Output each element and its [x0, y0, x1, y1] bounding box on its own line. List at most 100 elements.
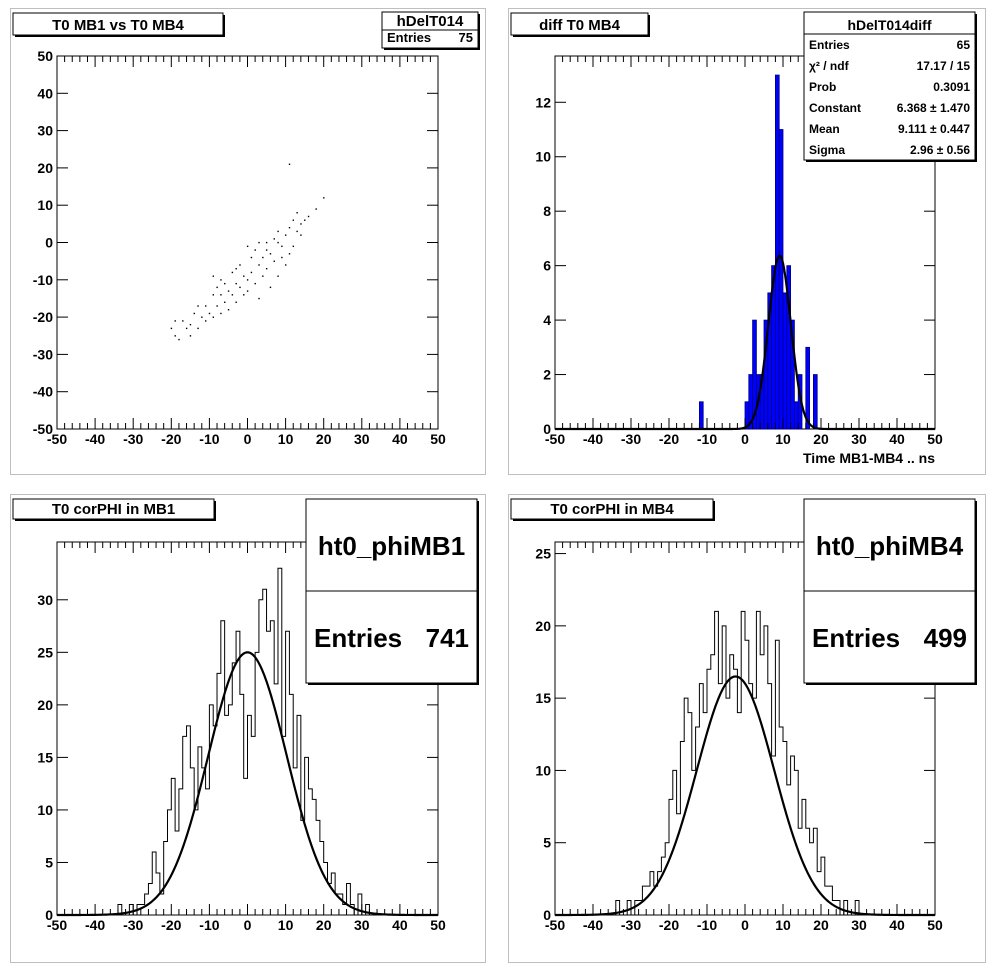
histogram-bar — [812, 374, 818, 430]
stats-row-value: 9.111 ± 0.447 — [898, 122, 970, 136]
stats-row-value: 6.368 ± 1.470 — [897, 101, 971, 115]
scatter-point — [304, 219, 306, 221]
y-tick-label: -10 — [33, 272, 53, 288]
x-tick-label: -20 — [161, 917, 181, 933]
data-group — [555, 74, 935, 431]
scatter-point — [204, 305, 207, 307]
stats-row-value: 2.96 ± 0.56 — [910, 143, 970, 157]
scatter-point — [250, 271, 253, 274]
scatter-point — [273, 238, 275, 240]
y-tick-label: 30 — [37, 592, 53, 608]
pad-frame — [10, 494, 486, 963]
scatter-point — [288, 253, 291, 255]
scatter-point — [170, 327, 173, 330]
x-axis-label: Time MB1-MB4 .. ns — [803, 450, 935, 466]
scatter-point — [239, 286, 241, 289]
x-tick-label: -40 — [583, 431, 603, 447]
axes-group: -50 -40 -30 -20 -10 0 10 20 30 40 50 0 2 4 6 8 10 12 — [535, 56, 943, 447]
scatter-point — [201, 316, 203, 318]
x-tick-label: -40 — [85, 431, 105, 447]
x-tick-label: -50 — [545, 431, 565, 447]
x-tick-label: -30 — [123, 917, 143, 933]
stats-row-label: Entries — [314, 623, 402, 653]
x-tick-label: -50 — [47, 917, 67, 933]
scatter-point — [277, 230, 279, 233]
y-tick-label: -50 — [33, 421, 53, 437]
scatter-point — [246, 245, 249, 248]
x-tick-label: -30 — [621, 917, 641, 933]
histogram-bar — [782, 292, 788, 430]
scatter-point — [265, 249, 268, 251]
y-tick-label: 50 — [37, 48, 53, 64]
pad-frame — [508, 8, 986, 475]
x-tick-label: 10 — [775, 917, 791, 933]
x-tick-label: 30 — [851, 917, 867, 933]
stats-row-label: Entries — [812, 623, 900, 653]
stats-row-value: 741 — [426, 623, 469, 653]
scatter-point — [220, 312, 222, 315]
title-box — [12, 12, 224, 36]
pad-phi-mb4: -50 -40 -30 -20 -10 0 10 20 30 40 50 0 5 10 15 20 25 T0 c… — [508, 494, 986, 963]
scatter-point — [182, 320, 184, 322]
x-tick-label: 30 — [354, 917, 370, 933]
y-tick-label: 5 — [543, 835, 551, 851]
scatter-point — [235, 268, 237, 270]
y-tick-label: 25 — [535, 546, 551, 562]
stats-row-value: 75 — [459, 30, 473, 45]
x-tick-label: 40 — [889, 431, 905, 447]
scatter-point — [296, 230, 298, 233]
x-tick-label: 20 — [316, 431, 332, 447]
stats-box — [803, 11, 976, 161]
scatter-point — [277, 241, 279, 244]
scatter-point — [288, 226, 291, 229]
x-tick-label: -50 — [47, 431, 67, 447]
x-tick-label: 50 — [430, 917, 446, 933]
scatter-point — [315, 208, 317, 210]
scatter-point — [224, 301, 226, 303]
scatter-point — [174, 320, 176, 322]
scatter-point — [269, 286, 272, 289]
x-tick-label: -20 — [659, 917, 679, 933]
scatter-point — [254, 282, 256, 285]
x-tick-label: -20 — [161, 431, 181, 447]
axes-group: -50 -40 -30 -20 -10 0 10 20 30 40 50 50 40 30 20 10 0 -10… — [33, 48, 446, 447]
stats-box-name: ht0_phiMB4 — [816, 531, 964, 561]
y-tick-label: 0 — [45, 235, 53, 251]
y-tick-label: 0 — [543, 907, 551, 923]
scatter-point — [231, 294, 234, 296]
scatter-point — [296, 212, 298, 214]
scatter-point — [285, 234, 287, 236]
plot-frame — [56, 55, 439, 430]
stats-row-label: Entries — [387, 30, 431, 45]
scatter-point — [239, 264, 241, 266]
scatter-point — [212, 294, 215, 296]
x-tick-label: 30 — [851, 431, 867, 447]
scatter-point — [174, 335, 176, 337]
scatter-point — [265, 241, 268, 244]
x-tick-label: 0 — [244, 431, 252, 447]
stats-box-name: hDelT014diff — [847, 17, 931, 33]
x-tick-label: 20 — [813, 431, 829, 447]
chart-svg: -50 -40 -30 -20 -10 0 10 20 30 40 50 0 2 4 6 8 10 12 Time … — [508, 8, 986, 475]
scatter-point — [307, 215, 310, 218]
scatter-point — [246, 290, 249, 292]
scatter-point — [258, 241, 260, 244]
pad-frame — [508, 494, 986, 963]
data-group — [170, 163, 325, 341]
chart-svg: -50 -40 -30 -20 -10 0 10 20 30 40 50 0 5 10 15 20 25 T0 c… — [508, 494, 986, 963]
y-tick-label: 15 — [535, 690, 551, 706]
scatter-point — [216, 286, 218, 289]
x-tick-label: 0 — [741, 431, 749, 447]
chart-title: diff T0 MB4 — [539, 17, 620, 34]
scatter-point — [269, 253, 272, 255]
x-tick-label: 40 — [889, 917, 905, 933]
y-tick-label: 4 — [543, 312, 551, 328]
stats-row-value: 17.17 / 15 — [917, 59, 971, 73]
stats-row-value: 0.3091 — [933, 80, 970, 94]
scatter-point — [208, 312, 211, 315]
x-tick-label: 50 — [430, 431, 446, 447]
x-tick-label: 20 — [813, 917, 829, 933]
chart-title: T0 corPHI in MB1 — [52, 501, 175, 518]
chart-svg: -50 -40 -30 -20 -10 0 10 20 30 40 50 50 40 30 20 10 0 -10… — [10, 8, 486, 475]
